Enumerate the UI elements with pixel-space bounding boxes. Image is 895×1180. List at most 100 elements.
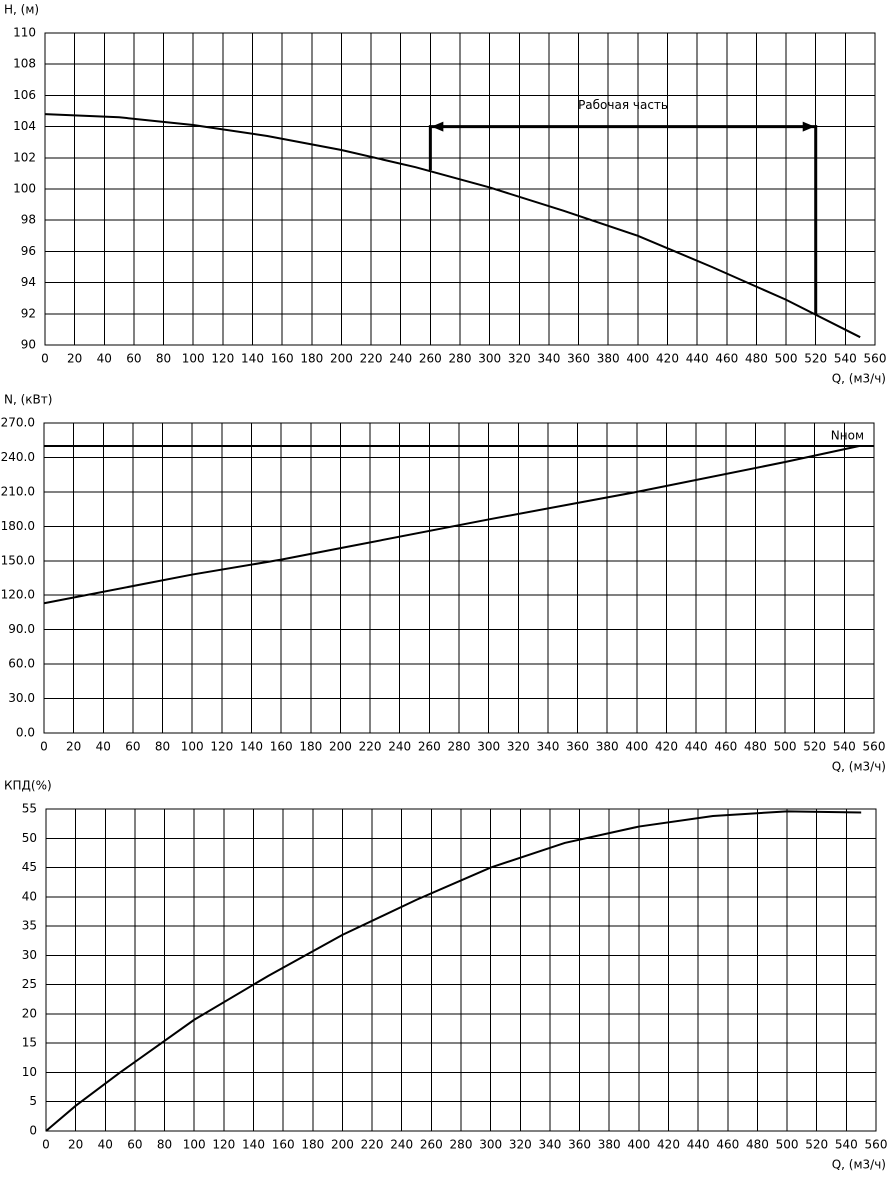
y-tick-label: 102 xyxy=(13,150,36,164)
x-tick-label: 540 xyxy=(833,740,856,754)
x-tick-label: 420 xyxy=(655,740,678,754)
y-tick-label: 270.0 xyxy=(1,416,35,430)
x-tick-label: 60 xyxy=(125,740,140,754)
working-range-bracket xyxy=(428,125,818,314)
x-tick-label: 500 xyxy=(776,1138,799,1152)
y-tick-label: 210.0 xyxy=(1,484,35,498)
y-tick-label: 30.0 xyxy=(8,691,35,705)
y-tick-label: 45 xyxy=(22,860,37,874)
x-tick-label: 460 xyxy=(715,352,738,366)
curve xyxy=(43,444,860,605)
x-tick-label: 260 xyxy=(418,740,441,754)
x-tick-label: 40 xyxy=(96,740,111,754)
x-tick-label: 20 xyxy=(68,1138,83,1152)
x-tick-label: 320 xyxy=(509,1138,532,1152)
plot-frame xyxy=(45,808,877,1132)
x-tick-label: 60 xyxy=(127,1138,142,1152)
x-tick-label: 460 xyxy=(716,1138,739,1152)
x-tick-label: 140 xyxy=(240,740,263,754)
x-tick-label: 460 xyxy=(714,740,737,754)
plot-frame xyxy=(44,32,876,346)
y-tick-label: 60.0 xyxy=(8,657,35,671)
x-tick-label: 500 xyxy=(774,740,797,754)
x-tick-label: 200 xyxy=(330,352,353,366)
x-tick-label: 480 xyxy=(744,740,767,754)
x-tick-label: 400 xyxy=(626,352,649,366)
curve xyxy=(45,810,862,1132)
x-tick-label: 200 xyxy=(331,1138,354,1152)
x-tick-label: 420 xyxy=(656,352,679,366)
x-tick-label: 180 xyxy=(299,740,322,754)
x-tick-label: 120 xyxy=(211,352,234,366)
x-tick-label: 340 xyxy=(538,1138,561,1152)
x-tick-label: 360 xyxy=(568,1138,591,1152)
y-tick-label: 110 xyxy=(13,26,36,40)
x-tick-label: 300 xyxy=(477,740,500,754)
plot-frame xyxy=(43,422,875,734)
y-tick-label: 20 xyxy=(22,1006,37,1020)
x-tick-label: 240 xyxy=(390,1138,413,1152)
x-tick-label: 540 xyxy=(835,1138,858,1152)
y-tick-label: 150.0 xyxy=(1,553,35,567)
y-tick-label: 40 xyxy=(22,889,37,903)
annotation: Рабочая часть xyxy=(578,98,668,112)
x-tick-label: 520 xyxy=(803,740,826,754)
y-tick-label: 180.0 xyxy=(1,519,35,533)
x-tick-label: 540 xyxy=(834,352,857,366)
x-tick-label: 420 xyxy=(657,1138,680,1152)
x-tick-label: 40 xyxy=(98,1138,113,1152)
x-tick-label: 20 xyxy=(67,352,82,366)
y-tick-label: 94 xyxy=(21,275,36,289)
x-tick-label: 160 xyxy=(271,352,294,366)
x-tick-label: 280 xyxy=(448,740,471,754)
x-tick-label: 520 xyxy=(804,352,827,366)
y-tick-label: 50 xyxy=(22,831,37,845)
x-tick-label: 340 xyxy=(537,352,560,366)
x-tick-label: 40 xyxy=(97,352,112,366)
y-tick-label: 35 xyxy=(22,919,37,933)
arrow-head xyxy=(802,121,815,132)
x-tick-label: 560 xyxy=(863,740,886,754)
x-tick-label: 380 xyxy=(597,352,620,366)
curve xyxy=(44,113,861,339)
y-tick-label: 98 xyxy=(21,213,36,227)
x-axis-label: Q, (м3/ч) xyxy=(832,760,886,774)
x-tick-label: 140 xyxy=(242,1138,265,1152)
x-tick-label: 60 xyxy=(126,352,141,366)
x-tick-label: 500 xyxy=(775,352,798,366)
x-tick-label: 140 xyxy=(241,352,264,366)
x-tick-label: 400 xyxy=(627,1138,650,1152)
y-axis-label: N, (кВт) xyxy=(4,393,52,407)
x-tick-label: 280 xyxy=(449,352,472,366)
x-tick-label: 240 xyxy=(389,352,412,366)
x-tick-label: 20 xyxy=(66,740,81,754)
x-tick-label: 260 xyxy=(420,1138,443,1152)
y-tick-label: 92 xyxy=(21,306,36,320)
x-tick-label: 180 xyxy=(300,352,323,366)
y-axis-label: КПД(%) xyxy=(4,779,52,793)
x-tick-label: 0 xyxy=(42,1138,50,1152)
x-tick-label: 360 xyxy=(567,352,590,366)
x-tick-label: 80 xyxy=(157,1138,172,1152)
x-tick-label: 100 xyxy=(181,740,204,754)
x-tick-label: 440 xyxy=(687,1138,710,1152)
reference-label: Nном xyxy=(831,428,864,442)
x-tick-label: 0 xyxy=(40,740,48,754)
y-tick-label: 100 xyxy=(13,182,36,196)
y-tick-label: 90.0 xyxy=(8,622,35,636)
y-tick-label: 120.0 xyxy=(1,588,35,602)
x-tick-label: 120 xyxy=(212,1138,235,1152)
x-tick-label: 200 xyxy=(329,740,352,754)
x-tick-label: 220 xyxy=(360,352,383,366)
y-tick-label: 10 xyxy=(22,1065,37,1079)
x-tick-label: 320 xyxy=(507,740,530,754)
x-tick-label: 100 xyxy=(182,352,205,366)
x-tick-label: 400 xyxy=(625,740,648,754)
y-tick-label: 0 xyxy=(29,1124,37,1138)
y-tick-label: 15 xyxy=(22,1036,37,1050)
x-tick-label: 80 xyxy=(155,740,170,754)
x-tick-label: 260 xyxy=(419,352,442,366)
x-tick-label: 220 xyxy=(359,740,382,754)
x-tick-label: 240 xyxy=(388,740,411,754)
